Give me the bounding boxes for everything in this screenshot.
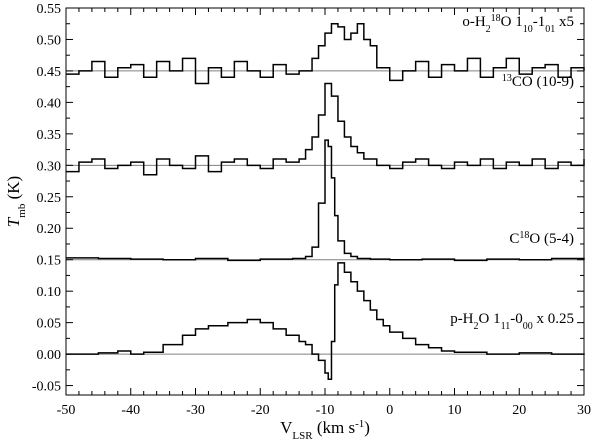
y-tick-label: 0.20 — [37, 222, 62, 237]
spectrum-line-3 — [66, 262, 585, 381]
x-axis-label: VLSR (km s-1) — [280, 418, 370, 441]
series-labels: o-H218O 110-101 x5 13CO (10-9) C18O (5-4) p… — [450, 13, 574, 332]
series-label-1: 13CO (10-9) — [502, 72, 574, 90]
y-tick-label: 0.25 — [37, 191, 62, 206]
x-tick-label: 30 — [577, 403, 591, 418]
x-tick-label: -50 — [57, 403, 76, 418]
y-tick-label: 0.05 — [37, 317, 62, 332]
y-tick-label: 0.35 — [37, 128, 62, 143]
x-tick-label: -10 — [316, 403, 335, 418]
series-label-0: o-H218O 110-101 x5 — [462, 13, 574, 35]
series-label-2: C18O (5-4) — [509, 230, 574, 248]
x-tick-label: 20 — [512, 403, 526, 418]
y-axis-label: Tmb (K) — [4, 176, 28, 227]
spectrum-line-1 — [66, 82, 585, 176]
y-tick-label: 0.40 — [37, 96, 62, 111]
x-tick-label: -20 — [251, 403, 270, 418]
y-tick-label: 0.30 — [37, 159, 62, 174]
y-tick-label: 0.10 — [37, 285, 62, 300]
x-tick-label: 10 — [448, 403, 462, 418]
y-tick-label: 0.55 — [37, 2, 62, 17]
y-tick-label: 0.45 — [37, 65, 62, 80]
y-tick-label: -0.05 — [32, 380, 61, 395]
y-tick-label: 0.50 — [37, 33, 62, 48]
x-tick-label: -40 — [121, 403, 140, 418]
axis-ticks: -50 -40 -30 -20 -10 0 10 20 30 -0.05 0.00 0.05 0.10 0… — [32, 2, 591, 418]
x-tick-label: 0 — [386, 403, 393, 418]
y-tick-label: 0.15 — [37, 254, 62, 269]
spectra — [66, 22, 585, 381]
x-tick-label: -30 — [186, 403, 205, 418]
spectrum-line-2 — [66, 139, 585, 262]
series-label-3: p-H2O 111-000 x 0.25 — [450, 311, 574, 332]
y-tick-label: 0.00 — [37, 348, 62, 363]
spectrum-line-0 — [66, 22, 585, 85]
